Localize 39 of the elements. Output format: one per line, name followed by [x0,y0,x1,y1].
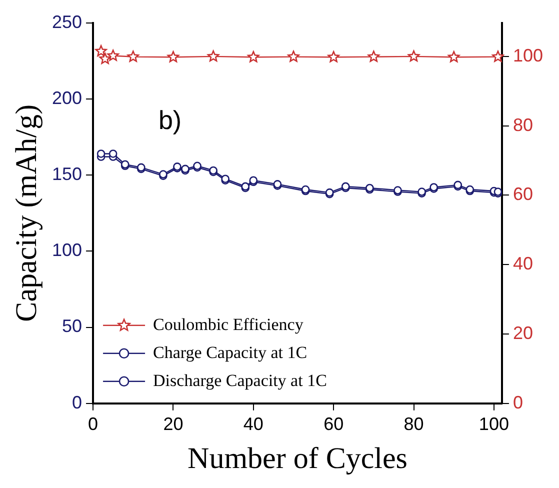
legend-label: Coulombic Efficiency [153,314,304,334]
x-tick-label: 40 [243,414,264,434]
legend-label: Charge Capacity at 1C [153,342,308,362]
x-tick-label: 20 [163,414,184,434]
point [96,150,106,158]
annotation: b) [158,104,182,135]
y2-tick-label: 60 [512,184,533,204]
x-tick-label: 60 [324,414,344,434]
y-tick-label: 250 [52,12,82,32]
y-tick-label: 150 [52,164,82,184]
y2-tick-label: 0 [512,392,523,412]
x-axis-title: Number of Cycles [188,442,408,475]
point [448,51,460,62]
y2-tick-label: 80 [512,114,533,135]
legend-label: Discharge Capacity at 1C [153,370,327,390]
y2-tick-label: 20 [512,322,533,343]
y-tick-label: 50 [62,316,82,336]
y2-tick-label: 100 [512,45,544,66]
point [492,50,504,62]
x-tick-label: 0 [88,414,98,434]
point [368,50,380,62]
point [108,150,118,158]
point [328,51,340,62]
y-axis-title: Capacity (mAh/g) [10,104,43,322]
point [248,51,260,62]
point [288,50,300,62]
x-tick-label: 80 [404,414,424,434]
point [207,50,220,62]
point [127,50,140,62]
point [167,51,180,62]
y2-tick-label: 40 [512,254,533,274]
point [107,50,119,61]
y-tick-label: 200 [52,88,82,108]
x-tick-label: 100 [478,414,509,434]
y-tick-label: 0 [72,392,82,412]
point [99,52,111,64]
y-tick-label: 100 [52,240,82,260]
point [408,50,420,62]
point [95,45,107,56]
